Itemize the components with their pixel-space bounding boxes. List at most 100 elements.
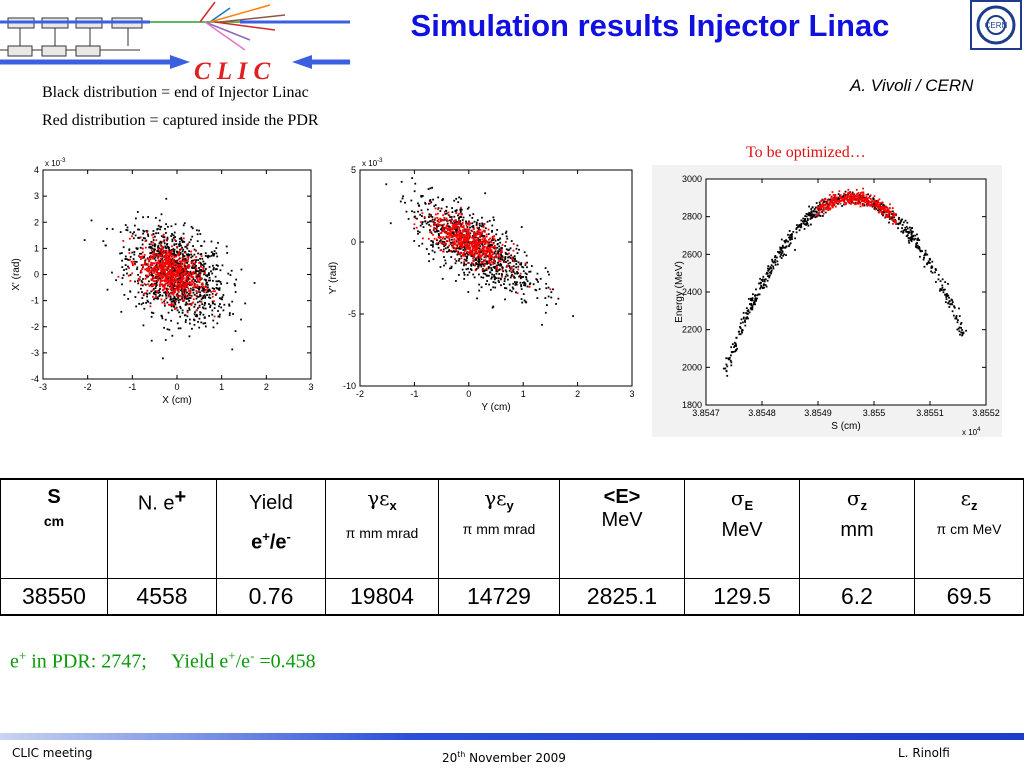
- point-series-0: [181, 292, 184, 295]
- point-series-0: [170, 319, 173, 322]
- point-series-0: [429, 199, 432, 201]
- point-series-0: [821, 211, 823, 213]
- point-series-1: [836, 199, 839, 202]
- point-series-1: [456, 236, 459, 239]
- point-series-0: [941, 284, 944, 287]
- point-series-0: [253, 282, 256, 284]
- point-series-0: [908, 231, 911, 234]
- point-series-0: [794, 249, 796, 251]
- point-series-1: [499, 260, 502, 263]
- point-series-1: [484, 263, 486, 266]
- point-series-0: [416, 202, 419, 205]
- point-series-1: [177, 264, 180, 267]
- point-series-1: [452, 240, 455, 243]
- point-series-0: [155, 284, 158, 287]
- point-series-0: [459, 223, 462, 225]
- point-series-0: [506, 274, 509, 277]
- point-series-0: [154, 256, 157, 259]
- point-series-1: [495, 256, 497, 259]
- point-series-0: [747, 312, 749, 315]
- point-series-1: [144, 258, 147, 261]
- point-series-0: [788, 243, 791, 246]
- point-series-0: [426, 221, 429, 224]
- point-series-1: [443, 242, 446, 245]
- point-series-0: [790, 236, 793, 239]
- point-series-1: [864, 196, 867, 199]
- point-series-1: [154, 280, 157, 282]
- point-series-1: [161, 245, 164, 248]
- point-series-0: [437, 233, 440, 235]
- point-series-0: [751, 308, 754, 311]
- point-series-1: [459, 246, 462, 249]
- point-series-0: [798, 225, 801, 228]
- point-series-0: [505, 265, 508, 268]
- point-series-0: [955, 316, 958, 319]
- point-series-1: [457, 230, 460, 233]
- point-series-0: [428, 216, 430, 218]
- point-series-1: [149, 305, 152, 308]
- point-series-0: [421, 221, 424, 224]
- point-series-1: [138, 278, 140, 281]
- point-series-1: [844, 203, 846, 206]
- point-series-0: [165, 287, 168, 290]
- point-series-0: [214, 275, 217, 278]
- point-series-0: [212, 267, 215, 269]
- point-series-0: [171, 261, 174, 264]
- longitudinal-phase-space-plot: 3.8547 3.8548 3.8549 3.855 3.8551 3.8552 1800 2…: [652, 165, 1002, 437]
- point-series-0: [166, 236, 169, 239]
- point-series-1: [447, 233, 450, 236]
- point-series-1: [453, 238, 456, 241]
- point-series-0: [198, 326, 201, 329]
- point-series-1: [192, 301, 195, 304]
- point-series-1: [161, 301, 164, 304]
- point-series-0: [430, 232, 433, 235]
- point-series-1: [141, 247, 144, 250]
- point-series-1: [460, 206, 462, 209]
- point-series-0: [508, 283, 511, 286]
- point-series-0: [931, 271, 934, 274]
- point-series-1: [201, 282, 204, 285]
- point-series-1: [176, 260, 179, 263]
- point-series-1: [173, 261, 175, 264]
- point-series-0: [516, 252, 519, 254]
- point-series-0: [212, 254, 215, 257]
- point-series-0: [756, 297, 758, 300]
- point-series-0: [142, 302, 145, 305]
- point-series-0: [441, 224, 444, 227]
- point-series-1: [210, 291, 213, 293]
- point-series-0: [466, 241, 469, 244]
- point-series-1: [204, 289, 207, 292]
- point-series-1: [186, 282, 189, 284]
- point-series-0: [871, 205, 874, 208]
- point-series-1: [129, 280, 132, 282]
- point-series-0: [149, 245, 151, 248]
- point-series-0: [947, 294, 950, 297]
- point-series-0: [937, 278, 940, 281]
- point-series-0: [487, 274, 490, 277]
- point-series-0: [407, 217, 410, 220]
- point-series-1: [503, 261, 506, 263]
- point-series-1: [857, 194, 860, 197]
- point-series-1: [167, 279, 170, 282]
- point-series-0: [745, 316, 748, 319]
- point-series-0: [444, 212, 447, 215]
- point-series-1: [165, 280, 168, 282]
- point-series-1: [474, 264, 476, 267]
- point-series-0: [899, 222, 902, 225]
- point-series-0: [459, 208, 462, 211]
- point-series-0: [121, 277, 124, 279]
- point-series-0: [907, 239, 910, 242]
- black-distribution-description: Black distribution = end of Injector Lin…: [42, 84, 309, 101]
- point-series-0: [456, 244, 459, 247]
- point-series-0: [154, 248, 157, 251]
- point-series-1: [458, 223, 461, 225]
- point-series-0: [432, 244, 434, 246]
- point-series-0: [207, 279, 210, 282]
- point-series-1: [873, 195, 876, 198]
- point-series-0: [438, 240, 441, 243]
- point-series-0: [137, 273, 139, 276]
- point-series-1: [492, 259, 495, 262]
- point-series-0: [196, 240, 199, 243]
- point-series-0: [504, 287, 506, 289]
- point-series-0: [216, 322, 219, 325]
